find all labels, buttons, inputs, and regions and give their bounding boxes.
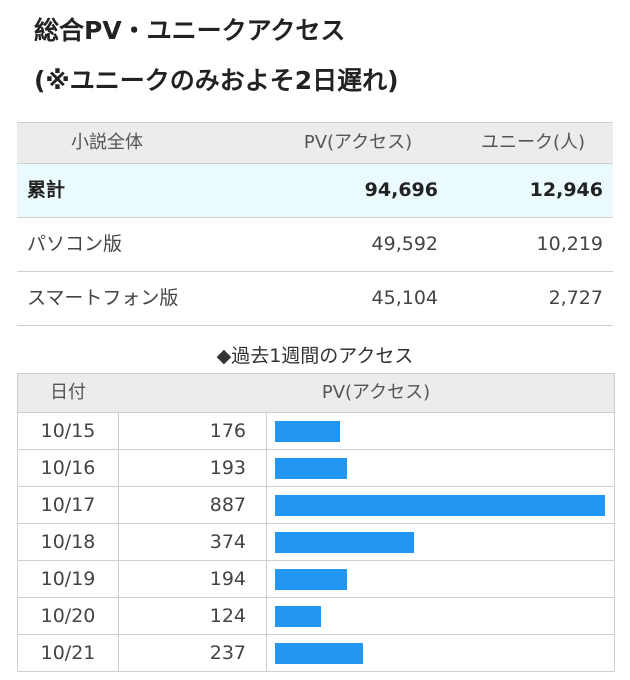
weekly-header-date: 日付 — [50, 382, 86, 403]
weekly-pv-value: 374 — [209, 531, 246, 553]
weekly-row: 10/16 193 — [18, 450, 614, 487]
summary-row-total: 累計 94,696 12,946 — [17, 164, 613, 218]
weekly-pv-bar — [275, 421, 340, 442]
page-subtitle: (※ユニークのみおよそ2日遅れ) — [34, 66, 399, 95]
page-title: 総合PV・ユニークアクセス — [34, 16, 346, 45]
summary-row-unique: 12,946 — [529, 179, 603, 201]
weekly-bar-cell — [266, 561, 614, 597]
weekly-date-cell: 10/17 — [18, 487, 119, 523]
summary-row-pc: パソコン版 49,592 10,219 — [17, 218, 613, 272]
summary-header-unique: ユニーク(人) — [480, 132, 586, 153]
weekly-bar-cell — [266, 450, 614, 486]
weekly-bar-cell — [266, 635, 614, 671]
weekly-table: 日付 PV(アクセス) 10/15 176 10/16 193 10/17 887 10/1… — [17, 373, 615, 672]
summary-row-unique: 2,727 — [548, 287, 603, 309]
summary-header-pv: PV(アクセス) — [303, 132, 413, 153]
weekly-date-cell: 10/19 — [18, 561, 119, 597]
weekly-date-cell: 10/20 — [18, 598, 119, 634]
summary-row-label: 累計 — [27, 179, 66, 201]
weekly-pv-value: 194 — [209, 568, 246, 590]
weekly-header-pv: PV(アクセス) — [321, 382, 431, 403]
summary-row-unique: 10,219 — [536, 233, 603, 255]
weekly-pv-bar — [275, 532, 414, 553]
weekly-pv-value: 124 — [209, 605, 246, 627]
summary-table: 小説全体 PV(アクセス) ユニーク(人) 累計 94,696 12,946 パ… — [17, 122, 613, 326]
summary-row-label: パソコン版 — [27, 233, 123, 255]
weekly-section-title: ◆過去1週間のアクセス — [216, 345, 414, 367]
weekly-bar-cell — [266, 413, 614, 449]
summary-row-smartphone: スマートフォン版 45,104 2,727 — [17, 272, 613, 326]
weekly-pv-bar — [275, 643, 363, 664]
weekly-bar-cell — [266, 487, 614, 523]
weekly-date-cell: 10/18 — [18, 524, 119, 560]
weekly-row: 10/15 176 — [18, 413, 614, 450]
weekly-row: 10/18 374 — [18, 524, 614, 561]
weekly-bar-cell — [266, 524, 614, 560]
weekly-row: 10/17 887 — [18, 487, 614, 524]
weekly-pv-bar — [275, 458, 347, 479]
weekly-pv-bar — [275, 606, 321, 627]
summary-row-pv: 49,592 — [371, 233, 438, 255]
summary-header-row: 小説全体 PV(アクセス) ユニーク(人) — [17, 122, 613, 164]
weekly-row: 10/20 124 — [18, 598, 614, 635]
weekly-pv-value: 193 — [209, 457, 246, 479]
weekly-bar-cell — [266, 598, 614, 634]
weekly-pv-value: 176 — [209, 420, 246, 442]
weekly-rows: 10/15 176 10/16 193 10/17 887 10/18 374 10/19 194… — [18, 413, 614, 672]
weekly-pv-bar — [275, 569, 347, 590]
weekly-pv-bar — [275, 495, 605, 516]
weekly-pv-value: 887 — [209, 494, 246, 516]
weekly-header-row: 日付 PV(アクセス) — [18, 373, 614, 413]
summary-row-pv: 45,104 — [371, 287, 438, 309]
summary-row-pv: 94,696 — [364, 179, 438, 201]
weekly-pv-value: 237 — [209, 642, 246, 664]
weekly-row: 10/19 194 — [18, 561, 614, 598]
weekly-date-cell: 10/16 — [18, 450, 119, 486]
weekly-date-cell: 10/15 — [18, 413, 119, 449]
summary-row-label: スマートフォン版 — [27, 287, 179, 309]
weekly-date-cell: 10/21 — [18, 635, 119, 671]
summary-header-scope: 小説全体 — [71, 132, 143, 153]
weekly-row: 10/21 237 — [18, 635, 614, 672]
